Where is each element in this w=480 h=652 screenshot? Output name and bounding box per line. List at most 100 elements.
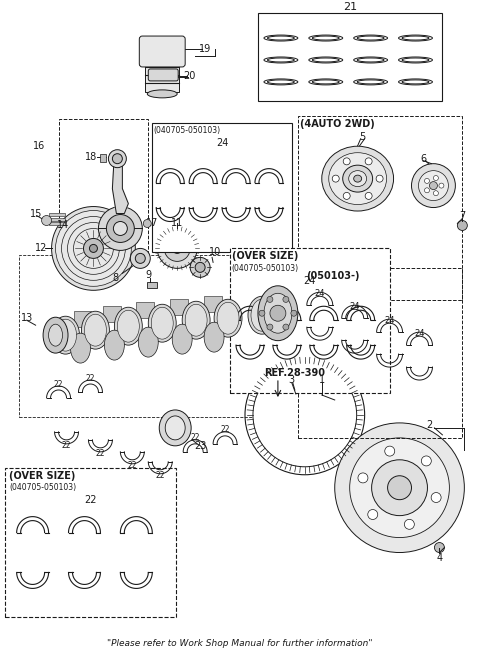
Text: 1: 1 — [319, 375, 325, 385]
Bar — [298, 116, 462, 301]
Circle shape — [267, 324, 273, 330]
Bar — [48, 218, 64, 220]
Ellipse shape — [182, 301, 210, 339]
Circle shape — [350, 438, 449, 537]
Ellipse shape — [118, 310, 139, 342]
Circle shape — [433, 175, 438, 181]
Circle shape — [372, 460, 428, 516]
Circle shape — [433, 190, 438, 196]
Circle shape — [404, 520, 414, 529]
Text: 9: 9 — [145, 271, 151, 280]
Bar — [100, 154, 107, 162]
Circle shape — [51, 207, 135, 290]
Circle shape — [457, 220, 468, 230]
Ellipse shape — [258, 286, 298, 340]
Ellipse shape — [172, 324, 192, 354]
Text: 24: 24 — [314, 289, 325, 298]
Ellipse shape — [214, 299, 242, 337]
Ellipse shape — [82, 311, 109, 349]
Text: 13: 13 — [21, 313, 33, 323]
Bar — [236, 294, 254, 310]
Circle shape — [431, 492, 441, 503]
Circle shape — [112, 154, 122, 164]
Circle shape — [424, 179, 430, 183]
Text: 16: 16 — [33, 141, 45, 151]
Ellipse shape — [217, 303, 239, 334]
Text: 7: 7 — [459, 211, 466, 220]
Text: 17: 17 — [146, 218, 158, 228]
Ellipse shape — [343, 165, 372, 192]
Text: (050103-): (050103-) — [306, 271, 360, 281]
Text: 5: 5 — [360, 132, 366, 141]
Ellipse shape — [51, 316, 80, 354]
Bar — [204, 296, 222, 312]
Text: 8: 8 — [112, 273, 119, 284]
Ellipse shape — [204, 322, 224, 352]
Text: (4AUTO 2WD): (4AUTO 2WD) — [300, 119, 375, 129]
Text: (040705-050103): (040705-050103) — [231, 264, 299, 273]
Bar — [147, 282, 157, 288]
Circle shape — [73, 228, 113, 269]
Text: 3: 3 — [289, 375, 295, 385]
Text: 24: 24 — [384, 316, 395, 325]
Circle shape — [157, 228, 197, 269]
Circle shape — [387, 476, 411, 499]
Ellipse shape — [264, 293, 292, 333]
Circle shape — [42, 216, 51, 226]
Circle shape — [195, 262, 205, 273]
Circle shape — [368, 509, 378, 520]
Text: 22: 22 — [191, 434, 200, 442]
Circle shape — [84, 239, 103, 258]
Ellipse shape — [43, 318, 68, 353]
Circle shape — [61, 216, 125, 280]
Circle shape — [419, 171, 448, 201]
Circle shape — [430, 182, 437, 190]
Text: 22: 22 — [96, 449, 105, 458]
Bar — [152, 123, 292, 252]
Ellipse shape — [248, 296, 276, 334]
Ellipse shape — [251, 299, 273, 331]
Circle shape — [270, 305, 286, 321]
Text: 21: 21 — [343, 2, 357, 12]
Circle shape — [172, 243, 182, 254]
Circle shape — [89, 244, 97, 252]
Text: 22: 22 — [62, 441, 71, 451]
Bar — [19, 256, 266, 417]
Circle shape — [424, 188, 430, 193]
Ellipse shape — [185, 304, 207, 336]
Text: 22: 22 — [84, 495, 96, 505]
Ellipse shape — [71, 333, 90, 363]
Text: 6: 6 — [420, 154, 427, 164]
Circle shape — [376, 175, 383, 182]
Ellipse shape — [151, 307, 173, 339]
Bar — [103, 306, 121, 322]
Circle shape — [343, 158, 350, 165]
Text: 22: 22 — [54, 379, 63, 389]
Circle shape — [411, 164, 456, 207]
Text: 20: 20 — [183, 71, 195, 81]
Ellipse shape — [55, 319, 76, 351]
Ellipse shape — [147, 90, 177, 98]
Circle shape — [343, 192, 350, 200]
Circle shape — [291, 310, 297, 316]
Text: 14: 14 — [58, 220, 70, 231]
Text: 22: 22 — [128, 461, 137, 470]
Text: 22: 22 — [86, 374, 95, 383]
Circle shape — [283, 324, 289, 330]
Bar — [145, 64, 179, 92]
FancyBboxPatch shape — [148, 69, 178, 81]
Text: REF.28-390: REF.28-390 — [264, 368, 325, 378]
Circle shape — [335, 423, 464, 552]
Circle shape — [439, 183, 444, 188]
Text: 4: 4 — [436, 552, 443, 563]
Text: 24: 24 — [349, 302, 360, 311]
Ellipse shape — [329, 153, 386, 205]
Text: "Please refer to Work Shop Manual for further information": "Please refer to Work Shop Manual for fu… — [107, 639, 373, 647]
Text: (040705-050103): (040705-050103) — [154, 126, 221, 135]
Text: 18: 18 — [85, 152, 97, 162]
Circle shape — [98, 207, 142, 250]
Bar — [48, 222, 64, 226]
Text: 24: 24 — [304, 276, 316, 286]
Ellipse shape — [159, 410, 191, 446]
FancyBboxPatch shape — [139, 36, 185, 67]
